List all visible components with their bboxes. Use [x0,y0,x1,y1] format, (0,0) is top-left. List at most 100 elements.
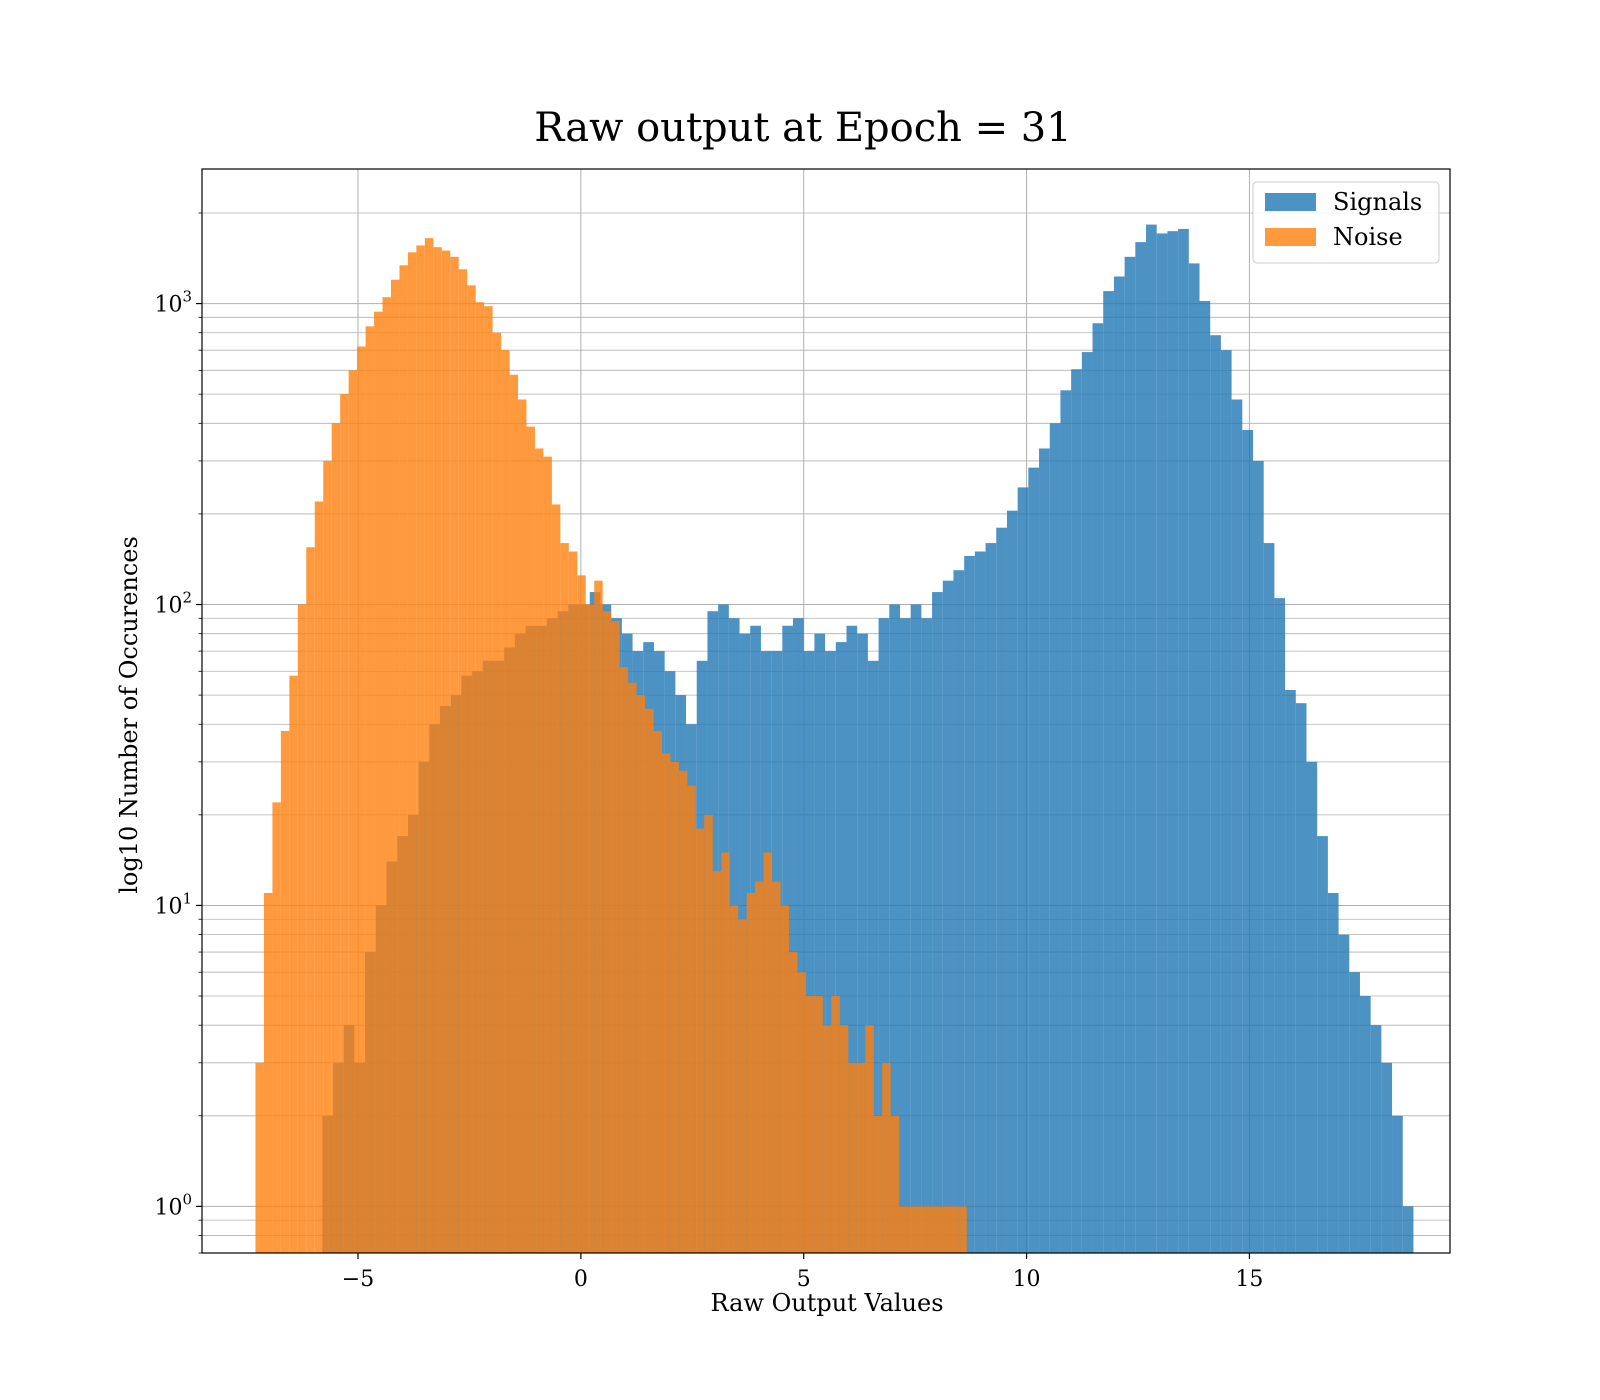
signals-bar [910,604,922,1253]
y-tick-label: 102 [154,589,192,619]
signals-bar [857,633,868,1253]
signals-bar [1252,460,1264,1253]
noise-bar [822,1025,832,1253]
signals-bar [1081,352,1093,1253]
y-axis-label: log10 Number of Occurences [115,536,143,894]
signals-bar [1071,369,1082,1253]
signals-bar [803,651,815,1253]
noise-bar [865,1025,874,1253]
noise-bar [755,881,764,1253]
noise-bar [670,761,679,1253]
noise-bar [958,1206,967,1253]
noise-bar [645,708,654,1253]
signals-bar [1199,300,1211,1253]
signals-bar [1327,892,1339,1253]
noise-bar [475,302,485,1253]
signals-bar [1317,836,1328,1253]
signals-bar [996,527,1007,1253]
legend: Signals Noise [1252,181,1440,264]
x-axis-ticks: −5 0 5 10 15 [342,1253,1263,1292]
noise-bar [738,919,747,1253]
noise-bar [924,1206,933,1253]
signals-bar [932,592,943,1253]
noise-bar [856,1062,866,1253]
x-tick-label: −5 [342,1267,374,1292]
signals-bar [1349,972,1360,1253]
x-tick-label: 15 [1235,1267,1263,1292]
x-axis-label: Raw Output Values [710,1289,943,1317]
noise-bar [695,828,705,1253]
x-tick-label: 5 [797,1267,811,1292]
noise-bar [306,547,315,1253]
noise-bar [272,802,281,1253]
noise-bar [611,621,620,1253]
noise-bar [340,394,349,1253]
noise-bar [323,460,332,1253]
signals-bar [835,642,847,1253]
signals-bar [1103,291,1114,1253]
noise-bar [721,852,730,1253]
noise-bar [780,905,790,1253]
noise-bar [746,892,756,1253]
signals-bar [1060,390,1072,1253]
signals-bar [1370,1025,1382,1253]
noise-bar [619,666,629,1253]
noise-bar [636,695,646,1253]
signals-bar [889,604,900,1253]
signals-bar [1146,224,1157,1254]
signals-bar [1285,689,1296,1253]
x-tick-label: 0 [574,1267,588,1292]
signals-bar [1231,399,1243,1254]
signals-bar [985,543,997,1253]
noise-bar [831,996,840,1253]
signals-bar [814,633,826,1253]
noise-bar [509,374,519,1253]
noise-bar [916,1206,925,1253]
noise-bar [797,972,806,1253]
signals-bar [846,625,858,1253]
signals-bar [921,618,933,1253]
signals-bar [1295,703,1307,1253]
signals-bar [1220,350,1232,1253]
noise-bar [848,1062,857,1253]
noise-bar [949,1206,959,1253]
chart-title: Raw output at Epoch = 31 [534,105,1071,151]
legend-label-noise: Noise [1333,223,1403,251]
noise-bar [568,551,578,1253]
noise-bar [399,265,408,1253]
histogram-bars [255,224,1414,1254]
signals-bar [1178,228,1189,1254]
signals-bar [964,555,975,1253]
noise-bar [839,1025,849,1253]
noise-bar [357,346,366,1253]
plot-area: −5 0 5 10 15 100 101 102 103 [154,168,1451,1292]
noise-bar [416,245,425,1253]
noise-bar [365,326,375,1253]
legend-swatch-signals [1265,193,1316,211]
noise-bar [628,682,637,1253]
signals-bar [1167,231,1179,1253]
noise-bar [526,426,535,1253]
noise-bar [263,892,273,1253]
noise-bar [433,247,442,1254]
noise-bar [772,881,781,1253]
y-tick-label: 100 [154,1190,192,1220]
signals-bar [1092,323,1104,1254]
signals-bar [1210,335,1221,1253]
signals-bar [1006,510,1018,1254]
signals-bar [1381,1062,1393,1253]
signals-bar [1017,487,1029,1253]
legend-swatch-noise [1265,228,1316,246]
noise-bar [653,730,662,1253]
noise-bar [441,250,451,1254]
noise-bar [729,905,739,1253]
noise-bar [805,996,815,1253]
x-tick-label: 10 [1013,1267,1041,1292]
noise-bar [763,852,773,1253]
signals-bar [1049,423,1061,1253]
noise-bar [518,399,527,1254]
signals-bar [1124,256,1136,1254]
noise-bar [458,269,468,1254]
noise-bar [331,423,341,1253]
signals-bar [1359,996,1371,1253]
